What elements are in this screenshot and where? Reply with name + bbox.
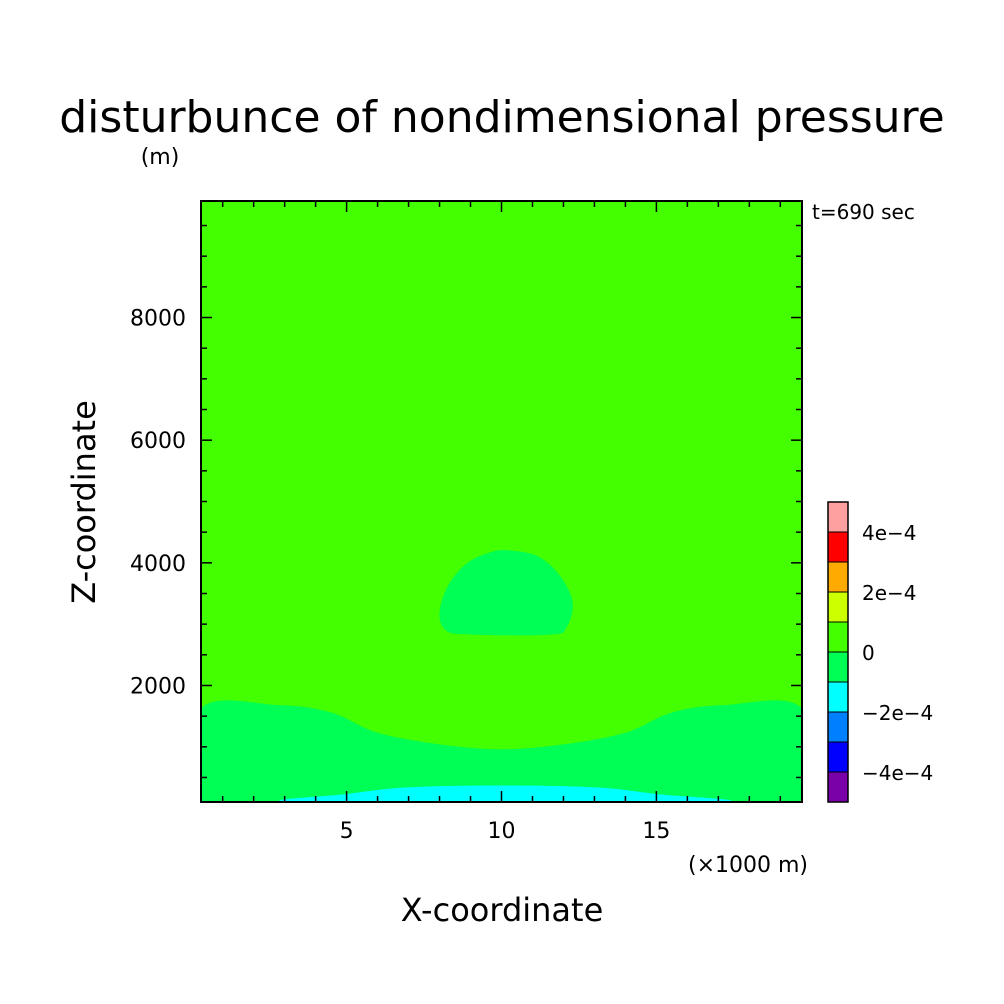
contour-region-background — [201, 201, 802, 802]
x-axis-label: X-coordinate — [401, 891, 604, 929]
colorbar-segment — [827, 741, 849, 773]
colorbar: −4e−4 −2e−4 0 2e−4 4e−4 — [827, 501, 933, 803]
colorbar-segment — [827, 621, 849, 653]
y-axis-label: Z-coordinate — [65, 400, 103, 604]
y-tick-label: 4000 — [130, 552, 186, 577]
colorbar-segment — [827, 681, 849, 713]
colorbar-segment — [827, 651, 849, 683]
contour-region-mid-level-bubble — [439, 550, 573, 636]
colorbar-frame — [827, 501, 849, 803]
colorbar-tick-label: −2e−4 — [862, 701, 933, 725]
x-tick-label: 5 — [340, 819, 354, 844]
units-label: (m) — [141, 145, 180, 170]
colorbar-segment — [827, 531, 849, 563]
colorbar-tick-label: 4e−4 — [862, 521, 917, 545]
colorbar-segment — [827, 771, 849, 803]
colorbar-tick-label: 0 — [862, 641, 875, 665]
colorbar-segment — [827, 501, 849, 533]
time-label: t=690 sec — [812, 200, 915, 224]
contour-region-surface-negative — [279, 785, 732, 802]
x-unit-label: (×1000 m) — [688, 853, 808, 878]
y-tick-label: 8000 — [130, 307, 186, 332]
x-tick-label: 15 — [642, 819, 670, 844]
colorbar-tick-label: −4e−4 — [862, 761, 933, 785]
chart-title: disturbunce of nondimensional pressure — [59, 92, 945, 143]
axis-tick-labels: 5 10 15 2000 4000 6000 8000 — [130, 307, 670, 844]
colorbar-segment — [827, 591, 849, 623]
y-tick-label: 2000 — [130, 674, 186, 699]
colorbar-segment — [827, 561, 849, 593]
contour-region-low-level-band — [201, 700, 802, 802]
colorbar-segment — [827, 711, 849, 743]
plot-frame — [200, 200, 803, 803]
y-tick-label: 6000 — [130, 429, 186, 454]
x-tick-label: 10 — [488, 819, 516, 844]
colorbar-tick-label: 2e−4 — [862, 581, 917, 605]
contour-regions — [201, 201, 802, 802]
